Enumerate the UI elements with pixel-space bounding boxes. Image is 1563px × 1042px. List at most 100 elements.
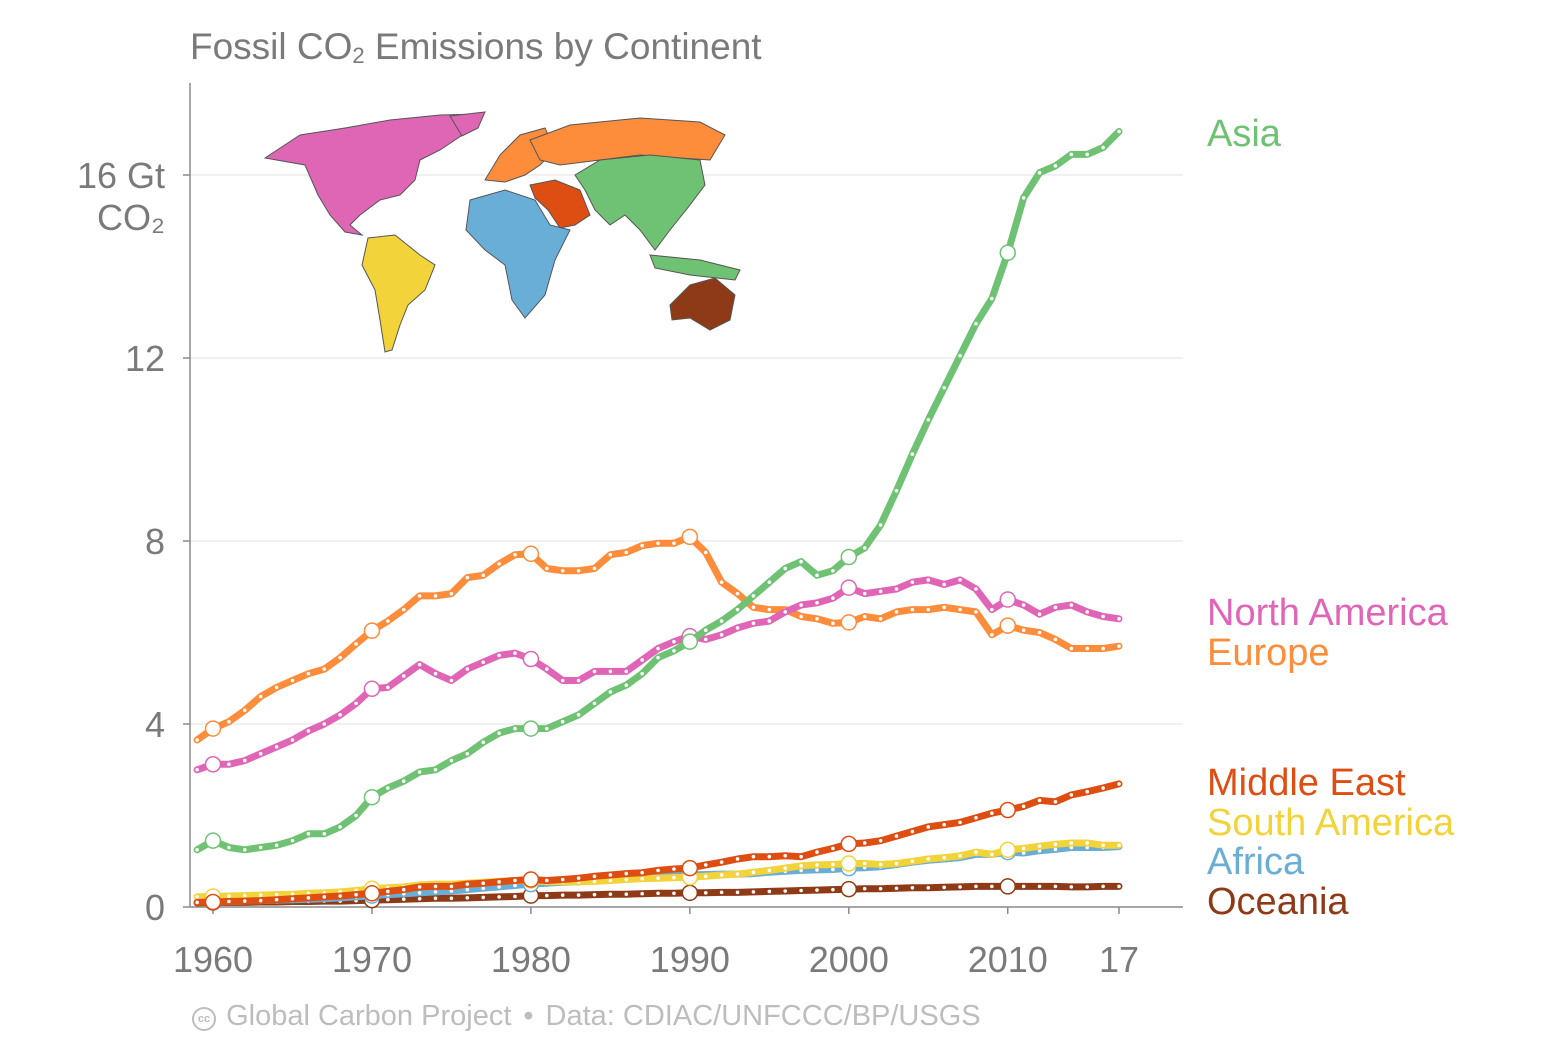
data-point [608, 669, 613, 674]
data-point [751, 621, 756, 626]
data-point [386, 619, 390, 623]
data-point [258, 694, 263, 699]
data-point [481, 881, 486, 886]
data-point [417, 891, 422, 895]
data-point [513, 552, 517, 557]
data-point [751, 594, 756, 598]
data-point [242, 848, 247, 852]
data-point [290, 738, 295, 742]
decade-marker [840, 880, 858, 898]
data-point [1053, 884, 1058, 889]
data-point [703, 550, 708, 555]
map-middle-east [529, 179, 591, 229]
data-point [338, 825, 342, 829]
data-point [465, 575, 470, 580]
data-point [449, 758, 454, 763]
data-point [624, 892, 629, 896]
data-point [401, 897, 406, 902]
data-point [386, 897, 390, 902]
footer: cc Global Carbon Project • Data: CDIAC/UNF… [192, 1000, 981, 1033]
data-point [227, 719, 231, 724]
data-point [735, 626, 740, 630]
data-point [481, 895, 486, 900]
data-point [544, 878, 549, 883]
data-point [481, 886, 486, 891]
data-point [227, 899, 231, 904]
series-europe [193, 528, 1123, 744]
data-point [1053, 842, 1058, 847]
data-point [831, 867, 835, 872]
data-point [958, 820, 962, 825]
data-point [672, 875, 676, 880]
data-point [799, 559, 803, 564]
map-greenland [449, 111, 486, 137]
data-point [1085, 885, 1090, 889]
data-point [354, 892, 358, 897]
data-point [433, 767, 438, 772]
data-point [878, 838, 883, 843]
data-point [401, 607, 406, 612]
data-point [497, 880, 501, 884]
series-line [193, 533, 1123, 744]
data-point [306, 832, 311, 836]
data-point [974, 321, 978, 326]
decade-marker [204, 756, 222, 773]
data-point [1069, 793, 1074, 797]
data-point [481, 573, 486, 578]
decade-marker [522, 720, 540, 737]
data-point [767, 854, 772, 859]
decade-marker [681, 859, 699, 877]
data-point [608, 873, 613, 877]
decade-marker [681, 633, 699, 650]
data-point [1021, 196, 1026, 200]
data-point [1117, 843, 1121, 848]
data-point [799, 888, 803, 893]
data-point [1037, 844, 1042, 848]
data-point [656, 876, 660, 880]
y-unit-label: CO₂ [97, 197, 165, 238]
data-point [942, 385, 946, 390]
data-point [926, 607, 931, 612]
data-point [703, 891, 708, 895]
data-point [1053, 637, 1058, 642]
data-point [1053, 847, 1058, 852]
footer-source: Global Carbon Project [226, 1000, 512, 1032]
data-point [656, 541, 660, 546]
data-point [910, 859, 915, 864]
data-point [497, 562, 501, 566]
data-point [640, 870, 644, 875]
y-tick-label: 0 [145, 887, 165, 928]
data-point [672, 639, 676, 644]
data-point [592, 566, 597, 571]
data-point [592, 892, 597, 897]
decade-marker [840, 855, 858, 872]
data-point [465, 887, 470, 892]
data-point [1021, 603, 1026, 607]
data-point [513, 894, 517, 899]
data-point [354, 701, 358, 706]
decade-marker [681, 884, 699, 902]
data-point [1085, 152, 1090, 157]
data-point [990, 607, 994, 612]
decade-marker [999, 841, 1016, 859]
data-point [926, 885, 931, 890]
data-point [751, 605, 756, 610]
data-point [274, 843, 279, 848]
data-point [417, 885, 422, 889]
data-point [560, 568, 565, 573]
decade-marker [363, 788, 381, 806]
series-label-north-america: North America [1207, 592, 1449, 634]
data-point [195, 900, 199, 905]
data-point [1069, 646, 1074, 651]
x-tick-label: 1980 [491, 939, 571, 980]
data-point [862, 841, 867, 845]
data-point [783, 853, 788, 858]
data-point [465, 667, 470, 671]
data-point [783, 889, 788, 893]
x-tick-label: 17 [1099, 939, 1139, 980]
decade-marker [204, 832, 222, 849]
map-asia [574, 154, 706, 251]
data-point [878, 616, 883, 621]
data-point [910, 580, 915, 584]
